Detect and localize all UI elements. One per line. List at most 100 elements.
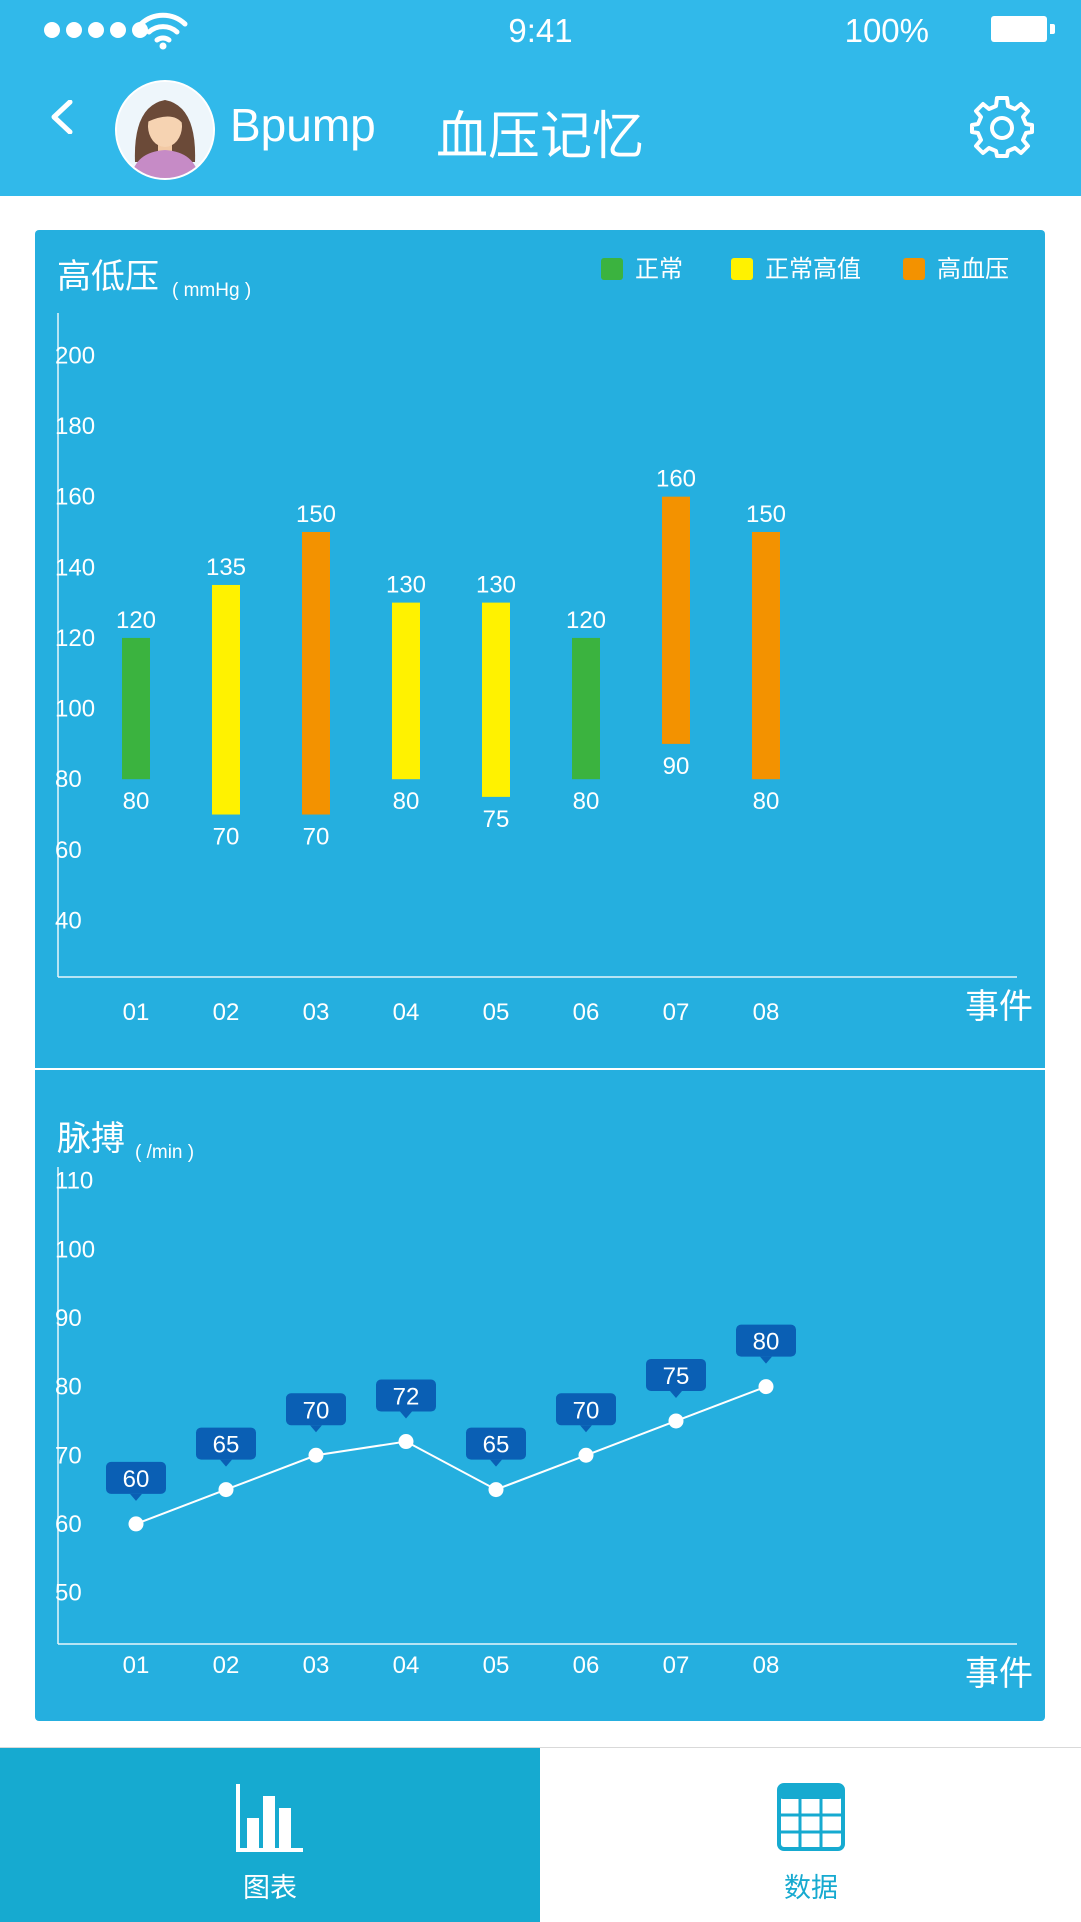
bp-high-value-03: 150 <box>296 501 336 528</box>
pulse-value-bubble-07 <box>646 1358 706 1391</box>
legend-label-normal-high: 正常高值 <box>765 256 861 283</box>
pulse-point-06 <box>578 1447 594 1463</box>
pulse-y-tick-label-0: 110 <box>55 1168 93 1195</box>
bp-bar-08 <box>752 531 780 780</box>
bp-bar-04 <box>392 602 420 780</box>
pulse-value-label-03: 70 <box>303 1397 330 1424</box>
bp-y-tick-label-6: 80 <box>55 766 82 793</box>
bp-high-value-07: 160 <box>656 466 696 493</box>
bp-y-tick-label-2: 160 <box>55 484 95 511</box>
pulse-bubble-pointer-07 <box>670 1390 682 1398</box>
bp-bar-05 <box>482 602 510 797</box>
tab-chart[interactable]: 图表 <box>0 1748 540 1922</box>
pulse-bubble-pointer-03 <box>310 1425 322 1433</box>
bp-bar-02 <box>212 584 240 815</box>
bp-low-value-08: 80 <box>753 788 780 815</box>
bar-chart-icon <box>236 1784 303 1852</box>
pulse-x-tick-label-5: 06 <box>573 1652 600 1679</box>
pulse-value-bubble-01 <box>106 1461 166 1494</box>
signal-strength-icon <box>44 22 148 38</box>
user-portrait-icon <box>117 82 213 178</box>
bp-low-value-06: 80 <box>573 788 600 815</box>
pulse-value-bubble-05 <box>466 1427 526 1460</box>
pulse-panel: 脉搏 ( /min ) 110 100 90 80 70 60 50 01 02 03 04 05 0… <box>35 1070 1045 1721</box>
bp-bar-06 <box>572 637 600 780</box>
bp-low-value-02: 70 <box>213 824 240 851</box>
pulse-x-tick-label-6: 07 <box>663 1652 690 1679</box>
pulse-point-01 <box>128 1516 144 1532</box>
bp-y-tick-label-7: 60 <box>55 837 82 864</box>
pulse-value-label-08: 80 <box>753 1329 780 1356</box>
bp-x-tick-label-0: 01 <box>123 999 150 1026</box>
pulse-point-03 <box>308 1447 324 1463</box>
bp-low-value-05: 75 <box>483 806 510 833</box>
bp-x-tick-label-7: 08 <box>753 999 780 1026</box>
pulse-value-bubble-03 <box>286 1393 346 1426</box>
username: Bpump <box>230 99 376 151</box>
pulse-x-tick-label-2: 03 <box>303 1652 330 1679</box>
bp-high-value-04: 130 <box>386 572 426 599</box>
tab-data-label: 数据 <box>784 1873 838 1903</box>
status-bar: 9:41 100% <box>0 0 1081 60</box>
pulse-bubble-pointer-06 <box>580 1425 592 1433</box>
bp-low-value-04: 80 <box>393 788 420 815</box>
bottom-tab-bar: 图表 数据 <box>0 1747 1081 1922</box>
pulse-value-label-02: 65 <box>213 1432 240 1459</box>
pulse-y-tick-label-5: 60 <box>55 1511 82 1538</box>
pulse-value-bubble-04 <box>376 1379 436 1412</box>
pulse-bubble-pointer-05 <box>490 1459 502 1467</box>
pulse-value-label-05: 65 <box>483 1432 510 1459</box>
bp-low-value-03: 70 <box>303 824 330 851</box>
legend-label-normal: 正常 <box>635 256 683 283</box>
bp-x-tick-label-6: 07 <box>663 999 690 1026</box>
bp-low-value-07: 90 <box>663 753 690 780</box>
pulse-value-label-06: 70 <box>573 1397 600 1424</box>
pulse-point-05 <box>488 1482 504 1498</box>
pulse-chart-title: 脉搏 <box>57 1120 125 1158</box>
bp-y-tick-label-4: 120 <box>55 625 95 652</box>
bp-chart-unit: ( mmHg ) <box>172 280 251 301</box>
pulse-x-axis-label: 事件 <box>965 1655 1033 1693</box>
pulse-y-tick-label-4: 70 <box>55 1442 82 1469</box>
bp-y-tick-label-5: 100 <box>55 696 95 723</box>
blood-pressure-panel: 高低压 ( mmHg ) 正常 正常高值 高血压 200 180 160 140 120… <box>35 230 1045 1068</box>
bp-y-tick-label-8: 40 <box>55 907 82 934</box>
pulse-value-label-04: 72 <box>393 1384 420 1411</box>
bp-high-value-01: 120 <box>116 607 156 634</box>
blood-pressure-chart: 高低压 ( mmHg ) 正常 正常高值 高血压 200 180 160 140 120… <box>55 256 1033 1026</box>
legend: 正常 正常高值 高血压 <box>601 256 1009 283</box>
pulse-value-label-01: 60 <box>123 1466 150 1493</box>
bp-bar-01 <box>122 637 150 780</box>
bp-low-value-01: 80 <box>123 788 150 815</box>
avatar[interactable] <box>115 80 215 180</box>
pulse-x-tick-label-7: 08 <box>753 1652 780 1679</box>
bp-high-value-08: 150 <box>746 501 786 528</box>
pulse-point-07 <box>668 1413 684 1429</box>
tab-data[interactable]: 数据 <box>541 1748 1081 1922</box>
pulse-bubble-pointer-01 <box>130 1493 142 1501</box>
legend-swatch-normal <box>601 258 623 280</box>
bp-x-axis-label: 事件 <box>965 988 1033 1026</box>
page-title: 血压记忆 <box>436 108 645 166</box>
pulse-chart-unit: ( /min ) <box>135 1142 194 1163</box>
battery-icon <box>991 16 1055 42</box>
bp-y-tick-label-0: 200 <box>55 342 95 369</box>
pulse-value-bubble-08 <box>736 1324 796 1357</box>
pulse-bubble-pointer-08 <box>760 1356 772 1364</box>
status-time: 9:41 <box>508 12 573 49</box>
pulse-x-tick-label-3: 04 <box>393 1652 420 1679</box>
bp-bar-07 <box>662 496 690 744</box>
tab-chart-label: 图表 <box>243 1873 297 1903</box>
pulse-x-tick-label-4: 05 <box>483 1652 510 1679</box>
pulse-y-tick-label-2: 90 <box>55 1305 82 1332</box>
bp-y-tick-label-3: 140 <box>55 554 95 581</box>
pulse-bubble-pointer-02 <box>220 1459 232 1467</box>
pulse-point-08 <box>758 1379 774 1395</box>
back-arrow-icon[interactable] <box>46 100 80 134</box>
bp-chart-title: 高低压 <box>57 258 159 296</box>
bp-x-tick-label-2: 03 <box>303 999 330 1026</box>
settings-gear-icon[interactable] <box>970 94 1034 158</box>
legend-swatch-normal-high <box>731 258 753 280</box>
bp-y-tick-label-1: 180 <box>55 413 95 440</box>
bp-bar-03 <box>302 531 330 815</box>
